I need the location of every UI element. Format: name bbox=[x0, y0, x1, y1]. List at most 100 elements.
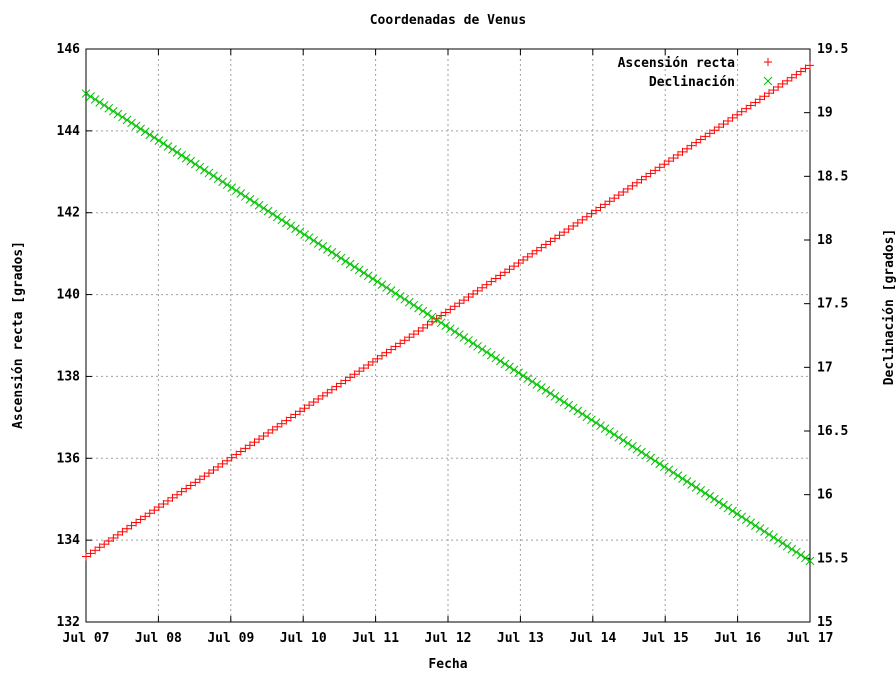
data-point bbox=[141, 512, 150, 521]
data-point bbox=[277, 215, 287, 225]
data-point bbox=[377, 351, 386, 360]
data-point bbox=[82, 552, 90, 561]
data-point bbox=[664, 465, 674, 475]
y-axis-label-left: Ascensión recta [grados] bbox=[11, 241, 26, 429]
data-point bbox=[195, 162, 205, 172]
data-point bbox=[710, 126, 719, 135]
data-point bbox=[300, 230, 309, 239]
data-point bbox=[109, 533, 118, 542]
data-point bbox=[618, 436, 628, 445]
data-point bbox=[145, 509, 154, 518]
data-point bbox=[705, 129, 714, 138]
data-point bbox=[113, 530, 122, 539]
data-point bbox=[204, 469, 213, 478]
data-point bbox=[523, 374, 533, 384]
data-point bbox=[409, 330, 418, 339]
data-point bbox=[322, 244, 332, 254]
y-tick-label-left: 144 bbox=[57, 124, 81, 139]
data-point bbox=[186, 481, 195, 490]
data-point bbox=[555, 394, 564, 404]
data-point bbox=[646, 453, 655, 463]
data-point bbox=[610, 194, 619, 203]
series-ascension bbox=[82, 61, 814, 561]
data-point bbox=[131, 121, 141, 131]
data-point bbox=[637, 447, 646, 457]
data-point bbox=[427, 312, 437, 322]
data-point bbox=[386, 286, 396, 295]
data-point bbox=[209, 466, 218, 475]
data-point bbox=[368, 357, 377, 366]
data-point bbox=[359, 268, 369, 278]
data-point bbox=[177, 487, 186, 496]
data-point bbox=[291, 410, 300, 419]
data-series bbox=[81, 61, 815, 566]
data-point bbox=[787, 544, 797, 554]
data-point bbox=[441, 321, 451, 331]
data-point bbox=[186, 156, 196, 166]
data-point bbox=[190, 159, 200, 169]
data-point bbox=[555, 231, 564, 240]
data-point bbox=[532, 380, 542, 389]
data-point bbox=[437, 311, 446, 320]
data-point bbox=[536, 383, 546, 392]
x-tick-label: Jul 14 bbox=[569, 631, 616, 646]
data-point bbox=[623, 184, 632, 193]
data-point bbox=[346, 373, 355, 382]
data-point bbox=[332, 382, 341, 391]
x-tick-labels: Jul 07 Jul 08 Jul 09 Jul 10 Jul 11 Jul 12 Jul … bbox=[63, 631, 834, 646]
data-point bbox=[245, 195, 255, 204]
data-point bbox=[218, 459, 227, 468]
data-point bbox=[214, 462, 223, 471]
data-point bbox=[213, 174, 223, 184]
data-point bbox=[263, 206, 273, 216]
data-point bbox=[678, 474, 687, 483]
data-point bbox=[491, 353, 501, 363]
data-point bbox=[719, 120, 728, 129]
y-tick-label-left: 146 bbox=[57, 42, 81, 57]
data-point bbox=[309, 236, 319, 245]
data-point bbox=[391, 289, 400, 298]
data-point bbox=[295, 227, 305, 237]
data-point bbox=[660, 160, 669, 169]
axis-ticks bbox=[85, 48, 811, 623]
data-point bbox=[664, 157, 673, 166]
data-point bbox=[773, 535, 783, 545]
data-point bbox=[354, 265, 364, 275]
data-point bbox=[168, 493, 177, 502]
y-tick-label-right: 16 bbox=[817, 488, 833, 503]
data-point bbox=[687, 141, 696, 150]
data-point bbox=[741, 515, 751, 525]
y-tick-label-right: 17 bbox=[817, 360, 833, 375]
data-point bbox=[341, 256, 350, 266]
data-point bbox=[527, 377, 537, 386]
data-point bbox=[104, 537, 113, 546]
data-point bbox=[714, 497, 724, 507]
data-point bbox=[568, 403, 578, 413]
data-point bbox=[304, 233, 314, 242]
x-tick-label: Jul 10 bbox=[280, 631, 327, 646]
data-point bbox=[519, 255, 528, 264]
data-point bbox=[641, 450, 651, 460]
data-point bbox=[332, 250, 341, 260]
data-point bbox=[714, 123, 723, 132]
data-point bbox=[801, 553, 810, 563]
data-point bbox=[486, 350, 496, 360]
data-point bbox=[673, 471, 683, 481]
data-point bbox=[204, 168, 214, 178]
y-tick-label-right: 18.5 bbox=[817, 169, 848, 184]
data-point bbox=[682, 477, 692, 486]
data-point bbox=[587, 209, 596, 218]
series-declinacion bbox=[81, 89, 815, 566]
data-point bbox=[86, 92, 95, 101]
data-point bbox=[373, 277, 382, 287]
data-point bbox=[764, 530, 774, 539]
data-point bbox=[514, 368, 523, 378]
data-point bbox=[309, 398, 318, 407]
legend-marker-declinacion bbox=[763, 76, 773, 86]
data-point bbox=[455, 299, 464, 308]
data-point bbox=[582, 412, 592, 422]
y-tick-label-left: 134 bbox=[57, 533, 81, 548]
x-tick-label: Jul 08 bbox=[135, 631, 182, 646]
data-point bbox=[482, 280, 491, 289]
